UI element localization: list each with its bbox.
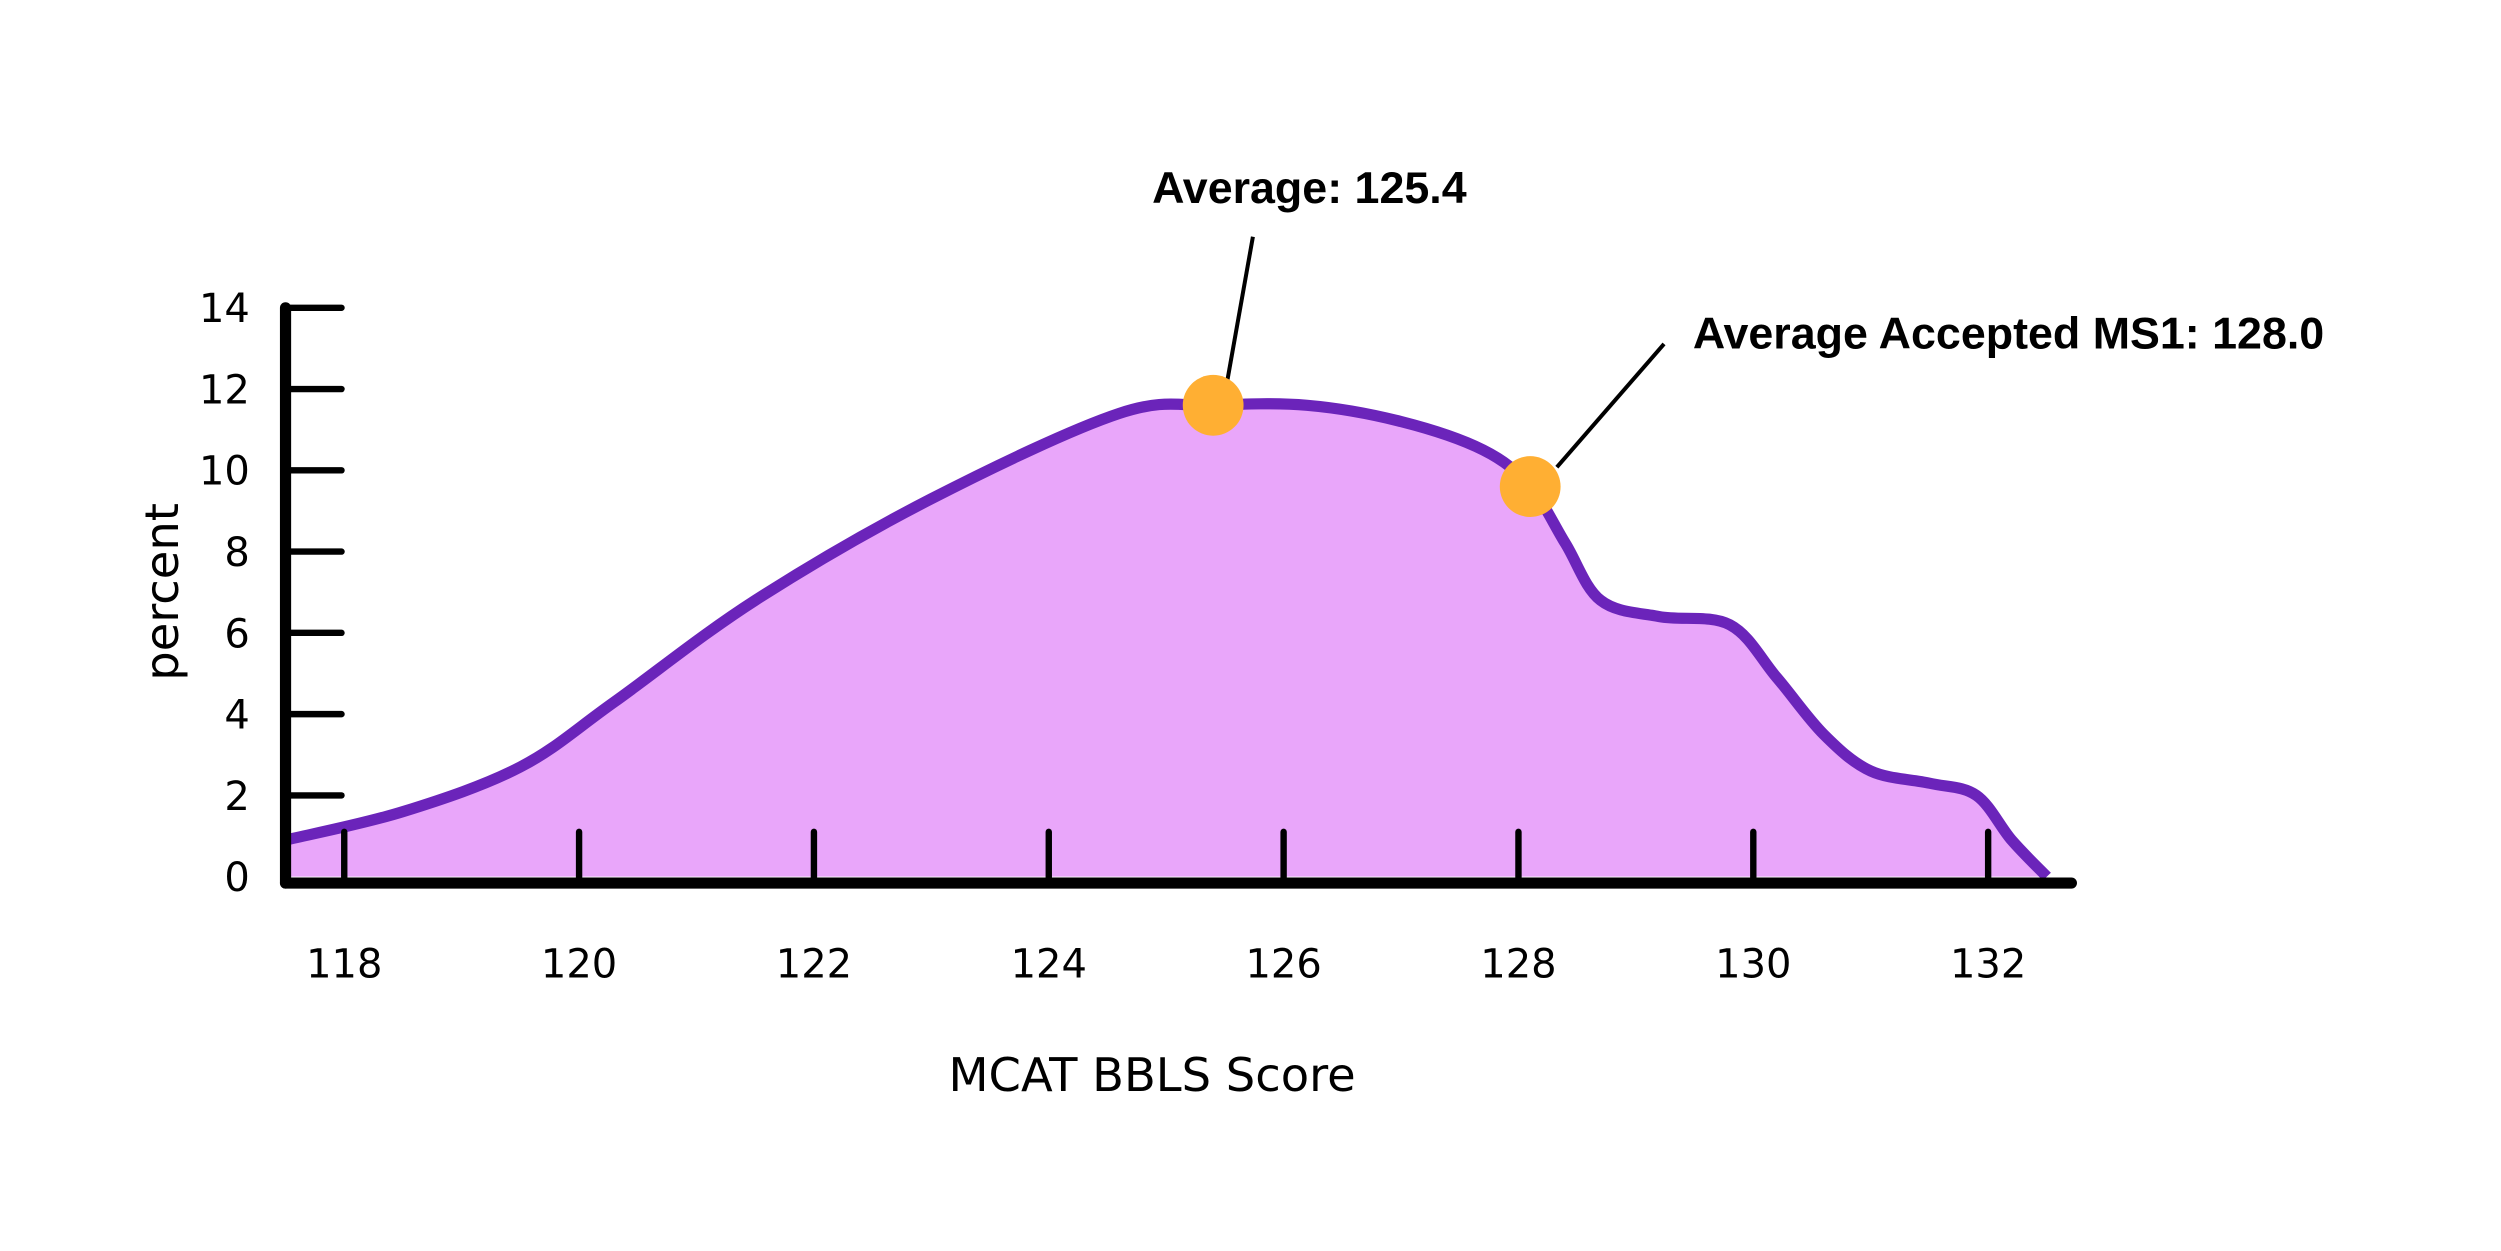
y-tick-label: 12 (199, 367, 250, 413)
x-tick-label: 120 (541, 941, 617, 987)
annotation-marker (1499, 456, 1561, 517)
x-tick-label: 128 (1480, 941, 1556, 987)
annotation-leader-line (1555, 342, 1666, 469)
y-axis-title: percent (135, 503, 189, 681)
y-tick-label: 6 (224, 611, 249, 657)
annotation-label: Average: 125.4 (1152, 163, 1467, 213)
x-tick-label: 118 (306, 941, 382, 987)
x-tick-label: 124 (1011, 941, 1087, 987)
y-tick-label: 0 (224, 855, 249, 901)
y-tick-label: 2 (224, 774, 249, 820)
y-tick-label: 10 (199, 449, 250, 495)
annotation-marker (1182, 374, 1244, 436)
annotation-label: Average Accepted MS1: 128.0 (1693, 309, 2324, 359)
x-tick-label: 130 (1715, 941, 1791, 987)
distribution-area (285, 403, 2047, 877)
y-tick-label: 14 (199, 286, 250, 332)
y-tick-label: 4 (224, 693, 249, 739)
x-axis-title: MCAT BBLS Score (949, 1048, 1356, 1102)
annotation-leader-line (1225, 236, 1255, 382)
y-tick-label: 8 (224, 530, 249, 576)
x-tick-label: 132 (1950, 941, 2026, 987)
x-tick-label: 122 (776, 941, 852, 987)
x-tick-label: 126 (1245, 941, 1321, 987)
distribution-line (284, 398, 2051, 881)
